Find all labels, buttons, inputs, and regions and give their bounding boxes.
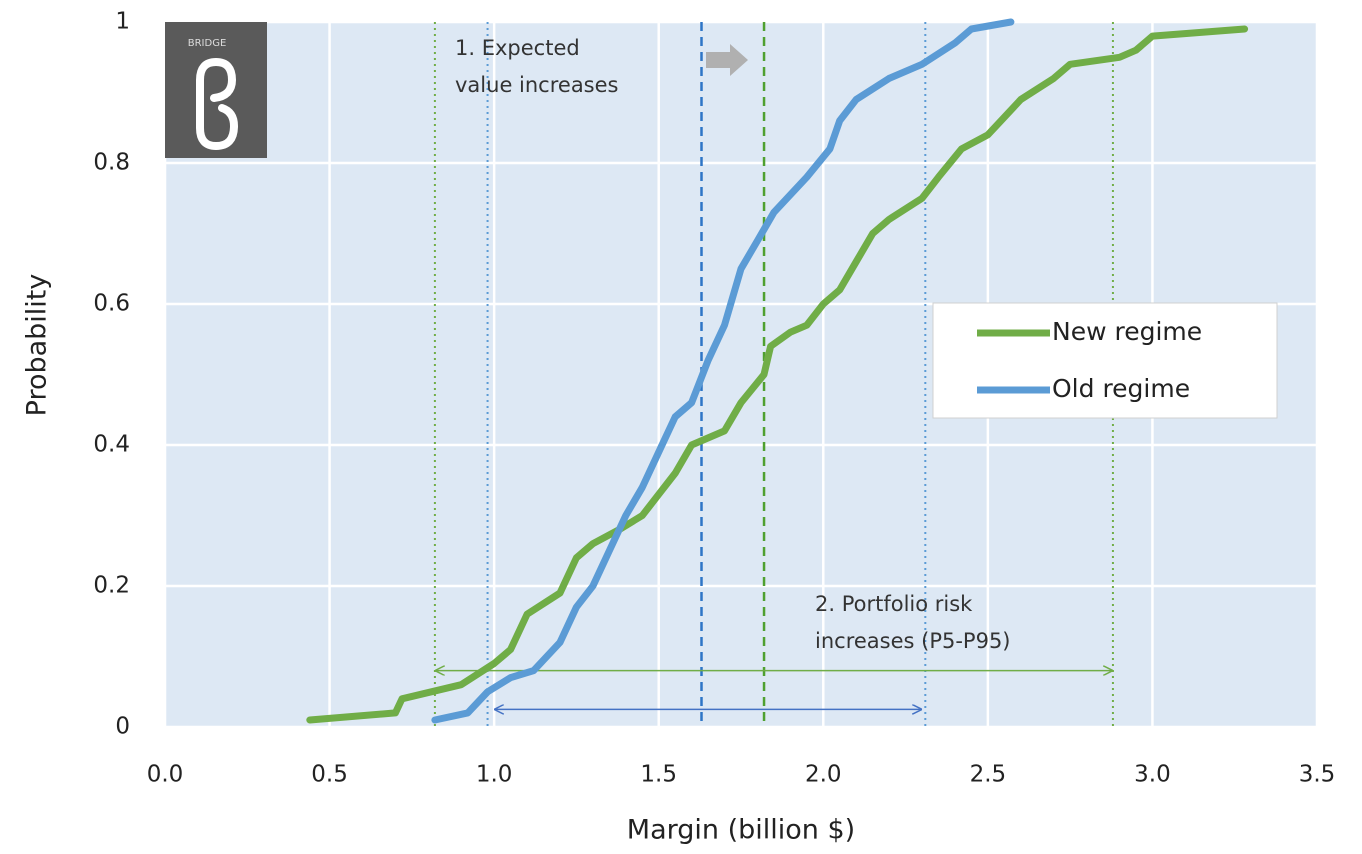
legend-label: Old regime [1052, 374, 1190, 403]
y-tick-label: 1 [115, 9, 130, 35]
legend-label: New regime [1052, 317, 1202, 346]
x-tick-label: 1.0 [476, 762, 513, 788]
y-tick-label: 0 [115, 714, 130, 740]
x-tick-label: 0.0 [147, 762, 184, 788]
x-tick-label: 2.0 [805, 762, 842, 788]
x-tick-label: 1.5 [640, 762, 677, 788]
y-axis-title: Probability [22, 274, 53, 417]
y-tick-label: 0.2 [93, 573, 130, 599]
x-tick-label: 3.5 [1299, 762, 1336, 788]
x-tick-label: 0.5 [311, 762, 348, 788]
x-tick-label: 3.0 [1134, 762, 1171, 788]
logo-text: BRIDGE [188, 38, 227, 49]
legend-box [932, 302, 1278, 419]
series-line [306, 25, 1249, 724]
annotation: increases (P5-P95) [815, 629, 1011, 653]
y-tick-label: 0.8 [93, 150, 130, 176]
logo [165, 22, 267, 158]
series-line [431, 18, 1015, 724]
shift-arrow [706, 44, 748, 76]
y-tick-label: 0.4 [93, 432, 130, 458]
x-tick-label: 2.5 [970, 762, 1007, 788]
annotation: 1. Expected [455, 36, 580, 60]
annotation: value increases [455, 73, 619, 97]
x-axis-title: Margin (billion $) [627, 815, 855, 846]
annotation: 2. Portfolio risk [815, 592, 973, 616]
logo-mark [196, 57, 239, 151]
y-tick-label: 0.6 [93, 291, 130, 317]
